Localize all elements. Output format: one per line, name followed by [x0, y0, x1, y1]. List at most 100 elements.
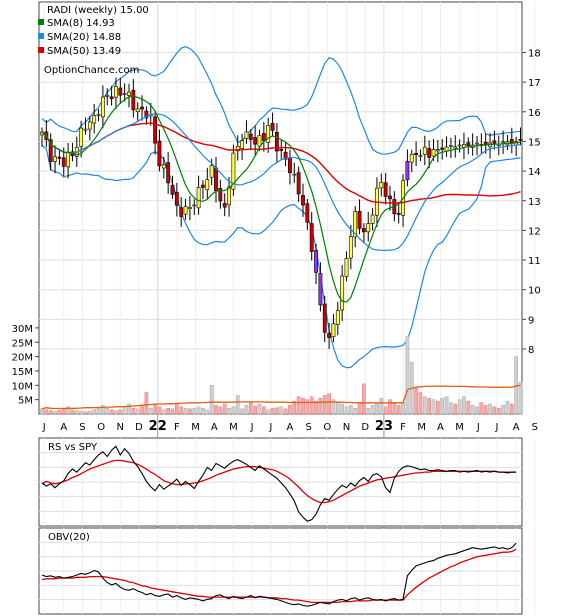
volume-bar	[288, 405, 292, 415]
candle-body	[457, 144, 462, 147]
candle-body	[444, 146, 449, 152]
volume-bar	[422, 396, 427, 415]
price-y-tick-label: 16	[528, 108, 541, 119]
x-axis-label: J	[42, 422, 46, 433]
volume-bar	[205, 409, 210, 415]
volume-bar	[466, 400, 471, 415]
candle-body	[370, 214, 375, 224]
volume-bar	[188, 408, 192, 415]
volume-bar	[105, 408, 110, 415]
x-axis-label: A	[211, 422, 218, 433]
volume-bar	[322, 395, 327, 415]
volume-bar	[262, 406, 266, 415]
volume-bar	[101, 405, 105, 415]
volume-bar	[161, 409, 166, 415]
candle-body	[227, 186, 231, 206]
legend-swatch-sma50	[38, 47, 44, 53]
price-y-tick-label: 14	[528, 167, 541, 178]
volume-bar	[483, 405, 488, 415]
candle-body	[218, 188, 223, 202]
candle-body	[114, 86, 118, 98]
candle-body	[292, 173, 297, 176]
candle-body	[87, 121, 92, 130]
x-axis-label: A	[513, 422, 520, 433]
volume-bar	[340, 403, 344, 415]
candle-body	[188, 207, 192, 210]
rs-title: RS vs SPY	[48, 442, 98, 453]
x-axis-label: N	[343, 422, 350, 433]
candle-body	[327, 332, 332, 338]
candle-body	[109, 96, 114, 100]
price-y-tick-label: 10	[528, 286, 541, 297]
x-axis-label: F	[400, 422, 406, 433]
candle-body	[83, 128, 88, 131]
candle-body	[383, 182, 388, 197]
watermark: OptionChance.com	[44, 65, 139, 76]
volume-bar	[83, 411, 88, 415]
candle-body	[305, 203, 310, 223]
candle-body	[201, 184, 205, 188]
candle-body	[122, 93, 127, 95]
obv-panel: OBV(20)	[38, 527, 536, 615]
volume-y-tick-label: 15M	[12, 367, 33, 378]
candle-body	[344, 258, 349, 277]
x-axis: J A S O N D 22 F M A M J J A S O N D 23 F M A M J J A S	[42, 419, 538, 434]
legend-sma50: SMA(50) 13.49	[47, 46, 121, 57]
candle-body	[253, 137, 258, 145]
obv-line	[41, 542, 517, 607]
chart-title: RADI (weekly) 15.00	[47, 5, 149, 16]
candle-body	[448, 145, 453, 147]
volume-bar	[253, 405, 258, 415]
volume-bar	[488, 403, 492, 415]
volume-bar	[192, 408, 197, 415]
legend-swatch-sma20	[38, 33, 44, 39]
volume-bar	[257, 403, 262, 415]
candle-body	[405, 160, 410, 181]
volume-bar	[309, 396, 314, 415]
rs-average-line	[41, 459, 517, 504]
volume-bar	[66, 406, 70, 415]
volume-bar	[314, 400, 318, 415]
x-axis-label: J	[476, 422, 480, 433]
price-y-ticks: 8 9 10 11 12 13 14 15 16 17 18	[522, 49, 541, 356]
price-y-tick-label: 12	[528, 226, 541, 237]
volume-bar	[279, 406, 284, 415]
volume-bar	[196, 406, 201, 415]
volume-bar	[88, 410, 92, 415]
candle-body	[314, 250, 318, 273]
obv-title: OBV(20)	[48, 532, 90, 543]
x-axis-label: D	[361, 422, 369, 433]
volume-y-tick-label: 10M	[12, 381, 33, 392]
volume-bar	[349, 405, 353, 415]
volume-y-tick-label: 30M	[12, 324, 33, 335]
candle-body	[318, 273, 323, 306]
volume-bar	[283, 408, 288, 415]
candle-body	[353, 211, 358, 238]
volume-bar	[327, 393, 331, 415]
volume-y-tick-label: 25M	[12, 338, 33, 349]
volume-bar	[179, 406, 184, 415]
candle-body	[61, 157, 66, 167]
obv-lines	[41, 542, 517, 607]
volume-bar	[183, 408, 188, 415]
volume-bar	[48, 410, 53, 415]
candle-body	[161, 164, 166, 169]
price-panel-frame	[38, 1, 523, 415]
candle-body	[183, 206, 188, 215]
candle-body	[279, 148, 284, 151]
candle-body	[101, 96, 105, 118]
volume-bar	[462, 396, 466, 415]
candle-body	[422, 146, 427, 155]
volume-bar	[470, 405, 475, 415]
bollinger-upper	[41, 46, 521, 155]
candle-body	[492, 140, 497, 144]
price-y-tick-label: 17	[528, 78, 541, 89]
candle-body	[144, 110, 149, 119]
volume-bar	[79, 410, 84, 415]
candle-body	[222, 203, 227, 208]
x-axis-label: N	[117, 422, 124, 433]
candle-body	[440, 147, 445, 150]
volume-bar	[366, 408, 371, 415]
chart-legend: RADI (weekly) 15.00 SMA(8) 14.93 SMA(20)…	[38, 5, 149, 76]
